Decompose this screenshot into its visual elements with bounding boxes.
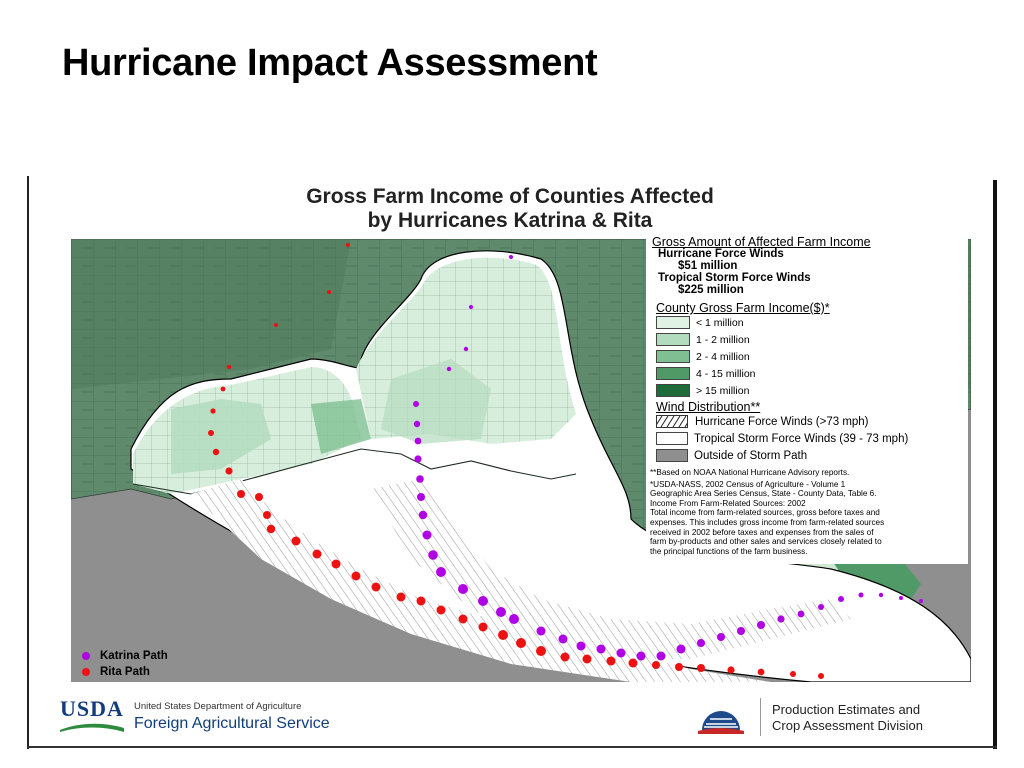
wind-class-row: Tropical Storm Force Winds (39 - 73 mph): [656, 430, 968, 447]
income-class-row: < 1 million: [656, 314, 968, 331]
wind-class-row: Outside of Storm Path: [656, 447, 968, 464]
katrina-legend-label: Katrina Path: [100, 650, 168, 662]
affected-income-heading: Gross Amount of Affected Farm Income: [652, 235, 871, 249]
panel-bottom-border: [27, 746, 997, 748]
wind-class-label: Outside of Storm Path: [694, 449, 808, 462]
map-title-line1: Gross Farm Income of Counties Affected: [306, 185, 714, 208]
tropical-force-label: Tropical Storm Force Winds: [658, 272, 811, 284]
katrina-hurricane-swath: [371, 479, 851, 659]
pecad-name: Production Estimates and Crop Assessment…: [772, 702, 923, 734]
panel-right-border: [993, 180, 997, 749]
footer-separator: [760, 698, 761, 736]
panel-left-border: [27, 176, 29, 749]
county-income-heading-text: County Gross Farm Income($): [656, 301, 825, 315]
note-usda-4: Total income from farm-related sources, …: [650, 508, 880, 518]
income-class-label: > 15 million: [696, 384, 750, 397]
income-class-row: > 15 million: [656, 382, 968, 399]
note-usda-7: farm by-products and other sales and ser…: [650, 537, 882, 547]
tropical-force-value: $225 million: [678, 284, 744, 296]
rita-track: [208, 243, 824, 679]
income-swatch: [656, 384, 690, 397]
note-usda-2: Geographic Area Series Census, State - C…: [650, 489, 877, 499]
income-swatch: [656, 367, 690, 380]
income-swatch: [656, 350, 690, 363]
note-usda-1: *USDA-NASS, 2002 Census of Agriculture -…: [650, 479, 846, 489]
note-usda-5: expenses. This includes gross income fro…: [650, 517, 885, 527]
usda-logo: USDA: [60, 696, 124, 721]
rita-legend-label: Rita Path: [100, 666, 150, 678]
slide-title: Hurricane Impact Assessment: [62, 42, 598, 84]
hatch-swatch: [656, 415, 688, 428]
katrina-marker-icon: [82, 652, 90, 660]
map-title: Gross Farm Income of Counties Affected b…: [170, 185, 850, 233]
income-class-row: 1 - 2 million: [656, 331, 968, 348]
note-usda-6: received in 2002 before taxes and expens…: [650, 527, 874, 537]
note-usda-3: Income From Farm-Related Sources: 2002: [650, 498, 806, 508]
pecad-line2: Crop Assessment Division: [772, 718, 923, 733]
income-class-label: 1 - 2 million: [696, 333, 750, 346]
rita-legend-item: Rita Path: [82, 664, 168, 680]
fas-name-text: Foreign Agricultural Service: [134, 715, 330, 732]
usda-swoosh-icon: [60, 723, 124, 732]
wind-class-label: Tropical Storm Force Winds (39 - 73 mph): [694, 432, 909, 445]
income-class-row: 2 - 4 million: [656, 348, 968, 365]
wind-heading-text: Wind Distribution: [656, 400, 751, 414]
note-usda-8: the principal functions of the farm busi…: [650, 546, 808, 556]
katrina-track: [413, 255, 923, 661]
footer-bar: USDA United States Department of Agricul…: [60, 694, 970, 744]
income-class-label: < 1 million: [696, 316, 744, 329]
legend-notes: **Based on NOAA National Hurricane Advis…: [650, 468, 968, 556]
usda-department-text: United States Department of Agriculture: [134, 701, 302, 712]
track-legend: Katrina Path Rita Path: [82, 648, 168, 680]
income-swatch: [656, 333, 690, 346]
map-title-line2: by Hurricanes Katrina & Rita: [367, 209, 653, 232]
county-income-heading-mark: *: [824, 301, 830, 315]
wind-heading-mark: **: [750, 400, 761, 414]
hurricane-force-value: $51 million: [678, 260, 738, 272]
hurricane-force-label: Hurricane Force Winds: [658, 248, 784, 260]
map-legend: Gross Amount of Affected Farm Income Hur…: [646, 236, 968, 564]
rita-hurricane-swath: [191, 479, 771, 682]
wind-class-list: Hurricane Force Winds (>73 mph) Tropical…: [656, 413, 968, 464]
pecad-globe-icon: [698, 711, 744, 734]
wind-class-row: Hurricane Force Winds (>73 mph): [656, 413, 968, 430]
pecad-line1: Production Estimates and: [772, 702, 921, 717]
income-class-label: 4 - 15 million: [696, 367, 756, 380]
wind-class-label: Hurricane Force Winds (>73 mph): [695, 415, 869, 428]
county-income-heading: County Gross Farm Income($)*: [656, 301, 968, 315]
katrina-legend-item: Katrina Path: [82, 648, 168, 664]
income-class-label: 2 - 4 million: [696, 350, 750, 363]
income-class-list: < 1 million 1 - 2 million 2 - 4 million …: [656, 314, 968, 399]
income-class-row: 4 - 15 million: [656, 365, 968, 382]
note-noaa: **Based on NOAA National Hurricane Advis…: [650, 468, 850, 477]
tropical-swatch: [656, 432, 688, 445]
wind-distribution-heading: Wind Distribution**: [656, 400, 968, 414]
outside-swatch: [656, 449, 688, 462]
income-swatch: [656, 316, 690, 329]
rita-marker-icon: [82, 668, 90, 676]
